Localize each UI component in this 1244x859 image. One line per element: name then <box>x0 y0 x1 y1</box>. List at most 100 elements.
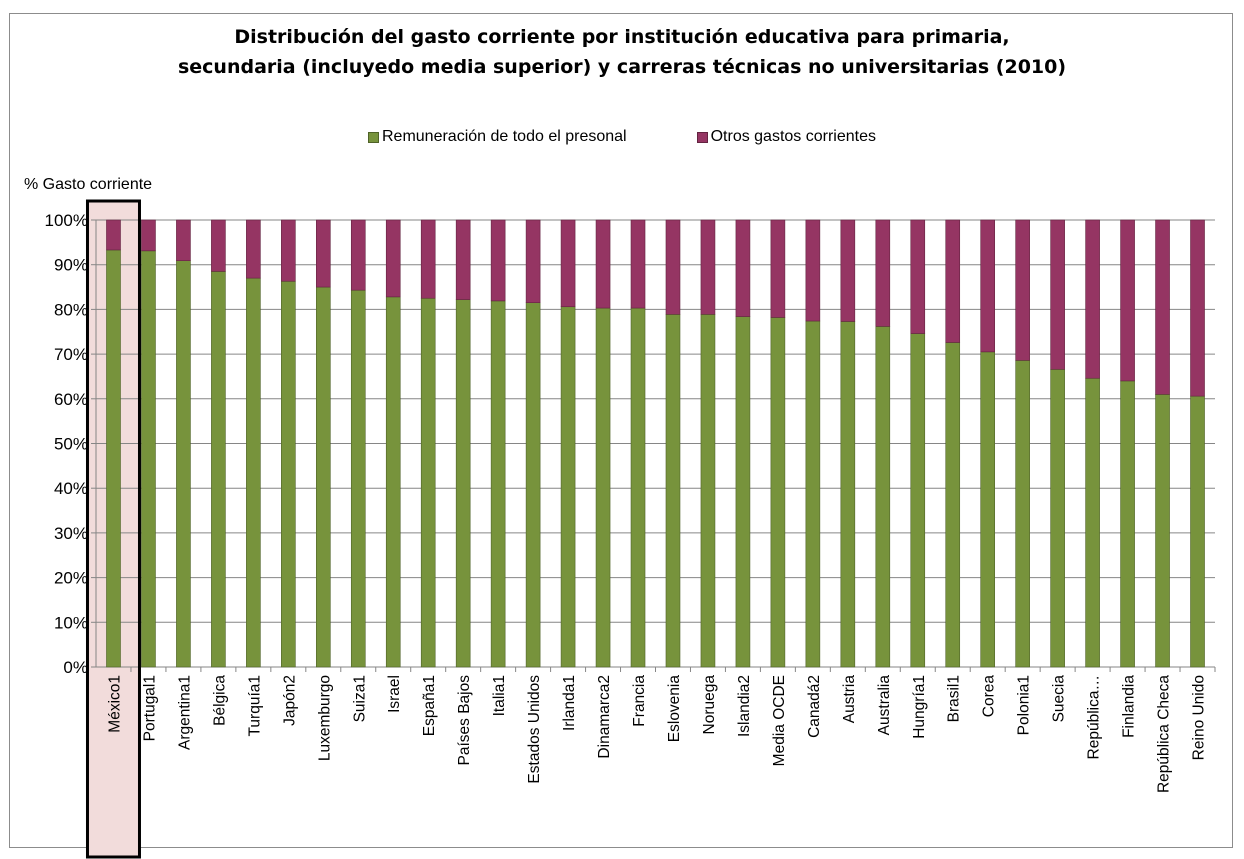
category-label: Finlandia <box>1121 675 1138 738</box>
bar-remuneracion <box>665 314 681 668</box>
y-tick-label: 40% <box>54 479 88 498</box>
bar-otros-gastos <box>770 219 786 318</box>
category-label: México1 <box>106 675 123 733</box>
bar-remuneracion <box>211 271 226 668</box>
category-label: Media OCDE <box>771 675 788 766</box>
y-tick-label: 80% <box>54 300 88 319</box>
category-label: Turquía1 <box>246 675 263 736</box>
bar-otros-gastos <box>141 219 156 252</box>
category-label: Bélgica <box>211 675 228 726</box>
category-label: Eslovenia <box>666 675 683 743</box>
bar-otros-gastos <box>1015 219 1030 361</box>
bar-remuneracion <box>385 296 401 668</box>
legend-swatch-remuneracion <box>367 131 379 143</box>
bar-remuneracion <box>350 289 366 668</box>
y-tick-label: 0% <box>63 658 88 677</box>
category-label: Australia <box>876 675 893 736</box>
bar-otros-gastos <box>350 219 366 291</box>
bar-remuneracion <box>735 316 751 668</box>
bar-remuneracion <box>281 280 296 668</box>
y-tick-label: 30% <box>54 524 88 543</box>
bar-otros-gastos <box>1155 219 1170 395</box>
bar-otros-gastos <box>840 219 856 322</box>
category-label: Suecia <box>1051 675 1068 723</box>
bar-otros-gastos <box>246 219 261 279</box>
bar-remuneracion <box>840 321 856 668</box>
category-label: Reino Unido <box>1191 675 1208 760</box>
y-tick-label: 70% <box>54 345 88 364</box>
y-tick-label: 100% <box>45 211 88 230</box>
bar-remuneracion <box>141 250 156 668</box>
legend-label-otros: Otros gastos corrientes <box>710 128 876 145</box>
bar-otros-gastos <box>1190 219 1205 397</box>
category-label: Israel <box>386 675 403 713</box>
bar-otros-gastos <box>735 219 751 317</box>
bar-otros-gastos <box>665 219 681 315</box>
bar-otros-gastos <box>700 219 716 315</box>
category-label: Luxemburgo <box>316 675 333 761</box>
y-tick-label: 20% <box>54 569 88 588</box>
y-tick-label: 10% <box>54 613 88 632</box>
bar-remuneracion <box>1190 395 1205 668</box>
bar-remuneracion <box>246 277 261 668</box>
category-label: Suiza1 <box>351 675 368 722</box>
bar-remuneracion <box>875 326 891 668</box>
bar-otros-gastos <box>1120 219 1135 382</box>
bar-remuneracion <box>805 320 821 668</box>
bar-remuneracion <box>630 307 646 668</box>
highlight-box-border <box>85 199 141 859</box>
bar-otros-gastos <box>106 219 121 251</box>
chart-title-line-2: secundaria (incluyedo media superior) y … <box>177 56 1067 78</box>
bar-otros-gastos <box>281 219 296 282</box>
bar-otros-gastos <box>875 219 891 327</box>
bar-remuneracion <box>1015 360 1030 668</box>
category-label: Polonia1 <box>1016 675 1033 735</box>
legend-label-remuneracion: Remuneración de todo el presonal <box>381 128 627 145</box>
bar-remuneracion <box>176 260 191 668</box>
chart-title: Distribución del gasto corriente por ins… <box>0 22 1244 82</box>
category-label: República Checa <box>1156 675 1173 793</box>
bar-remuneracion <box>106 249 121 668</box>
category-label: Noruega <box>701 675 718 735</box>
bar-remuneracion <box>770 317 786 668</box>
category-label: República… <box>1086 675 1103 759</box>
bar-otros-gastos <box>525 219 541 303</box>
category-label: Países Bajos <box>456 675 473 766</box>
category-label: Japón2 <box>281 675 298 726</box>
bar-remuneracion <box>1155 394 1170 668</box>
bar-remuneracion <box>700 314 716 668</box>
category-label: Brasil1 <box>946 675 963 722</box>
legend-item-otros: Otros gastos corrientes <box>696 128 876 146</box>
bar-otros-gastos <box>490 219 506 302</box>
bar-otros-gastos <box>805 219 821 322</box>
bar-remuneracion <box>490 300 506 668</box>
legend-swatch-otros <box>696 131 708 143</box>
bar-remuneracion <box>315 286 331 668</box>
bar-otros-gastos <box>385 219 401 298</box>
category-label: Hungría1 <box>911 675 928 739</box>
bar-otros-gastos <box>176 219 191 261</box>
bar-remuneracion <box>560 306 576 668</box>
chart-legend: Remuneración de todo el presonal Otros g… <box>0 128 1244 146</box>
bar-remuneracion <box>1085 377 1100 668</box>
category-label: Portugal1 <box>141 675 158 741</box>
category-label: Estados Unidos <box>526 675 543 784</box>
category-label: Corea <box>981 675 998 718</box>
bar-otros-gastos <box>211 219 226 272</box>
bar-otros-gastos <box>315 219 331 288</box>
bar-remuneracion <box>945 342 961 668</box>
bar-remuneracion <box>525 302 541 668</box>
bar-otros-gastos <box>980 219 996 353</box>
legend-item-remuneracion: Remuneración de todo el presonal <box>367 128 627 146</box>
y-tick-label: 90% <box>54 256 88 275</box>
y-axis-label: % Gasto corriente <box>24 176 153 193</box>
category-label: España1 <box>421 675 438 736</box>
y-tick-label: 60% <box>54 390 88 409</box>
bar-otros-gastos <box>420 219 436 299</box>
bar-remuneracion <box>595 307 611 668</box>
bar-remuneracion <box>910 333 926 668</box>
category-label: Austria <box>841 675 858 724</box>
bar-otros-gastos <box>1085 219 1100 379</box>
y-tick-label: 50% <box>54 435 88 454</box>
